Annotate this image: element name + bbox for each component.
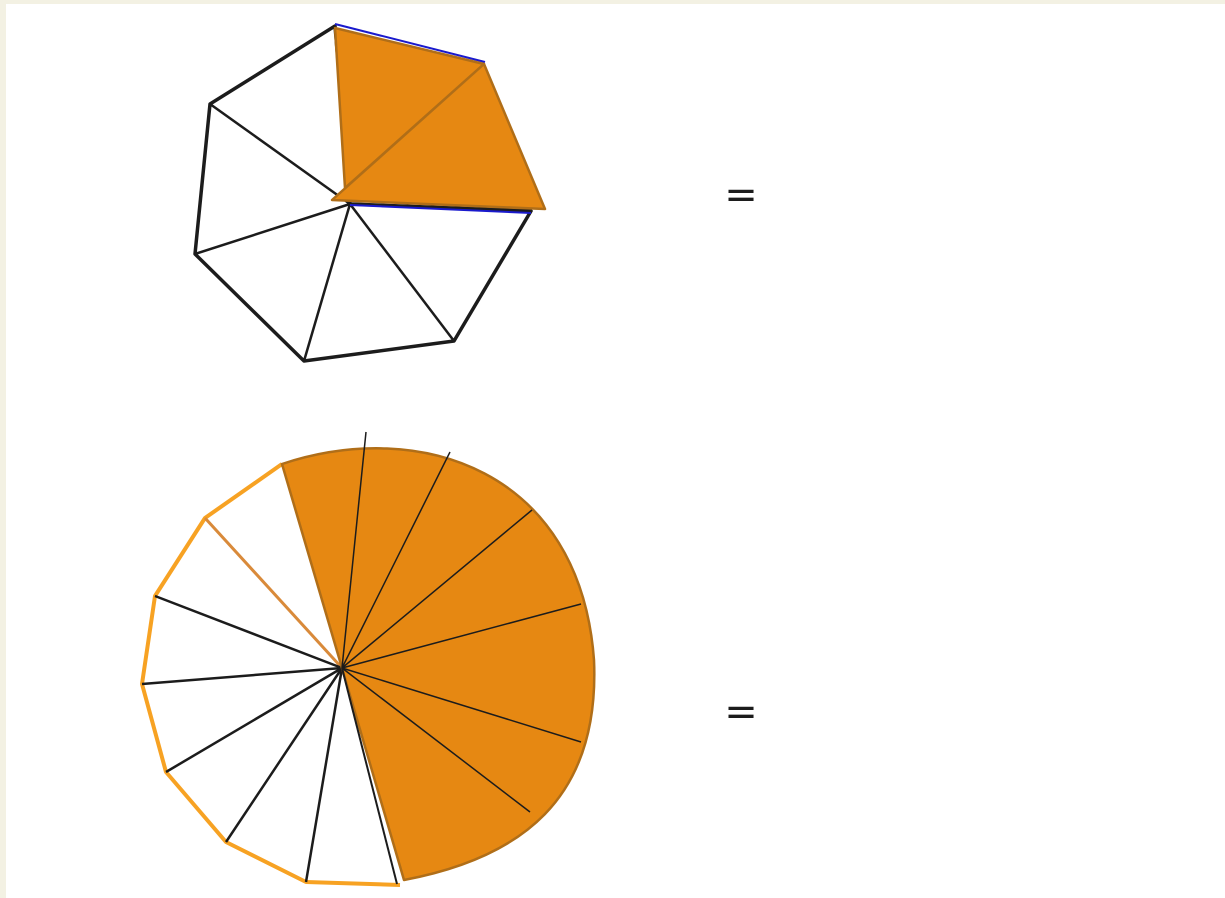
highlight-edge — [334, 23, 486, 63]
circle-spoke — [341, 667, 582, 743]
heptagon-spoke — [302, 203, 352, 362]
equals-sign: = — [724, 689, 758, 735]
diagram-canvas: = = — [6, 4, 1225, 898]
heptagon-spoke — [209, 102, 351, 206]
heptagon-fraction — [193, 23, 547, 363]
circle-spoke — [304, 667, 344, 883]
circle-fraction — [140, 431, 596, 887]
shaded-sector — [280, 447, 596, 882]
circle-spoke — [165, 666, 343, 774]
heptagon-spoke — [349, 203, 455, 342]
circle-spoke — [141, 666, 343, 686]
heptagon-outline — [193, 24, 533, 363]
circle-spoke — [341, 603, 582, 669]
equals-sign: = — [724, 172, 758, 218]
circle-spoke — [341, 667, 398, 885]
circle-spoke — [341, 451, 451, 669]
unshaded-outline — [140, 462, 401, 887]
circle-spoke — [203, 516, 344, 670]
circle-spoke — [341, 509, 533, 669]
highlight-edge — [349, 204, 532, 214]
circle-spoke — [154, 594, 343, 670]
shaded-triangle — [330, 62, 547, 211]
heptagon-spoke — [194, 202, 351, 256]
circle-spoke — [341, 431, 367, 669]
circle-spoke — [341, 667, 531, 813]
fractions-diagram: = = — [140, 23, 758, 887]
circle-spoke — [224, 667, 344, 843]
